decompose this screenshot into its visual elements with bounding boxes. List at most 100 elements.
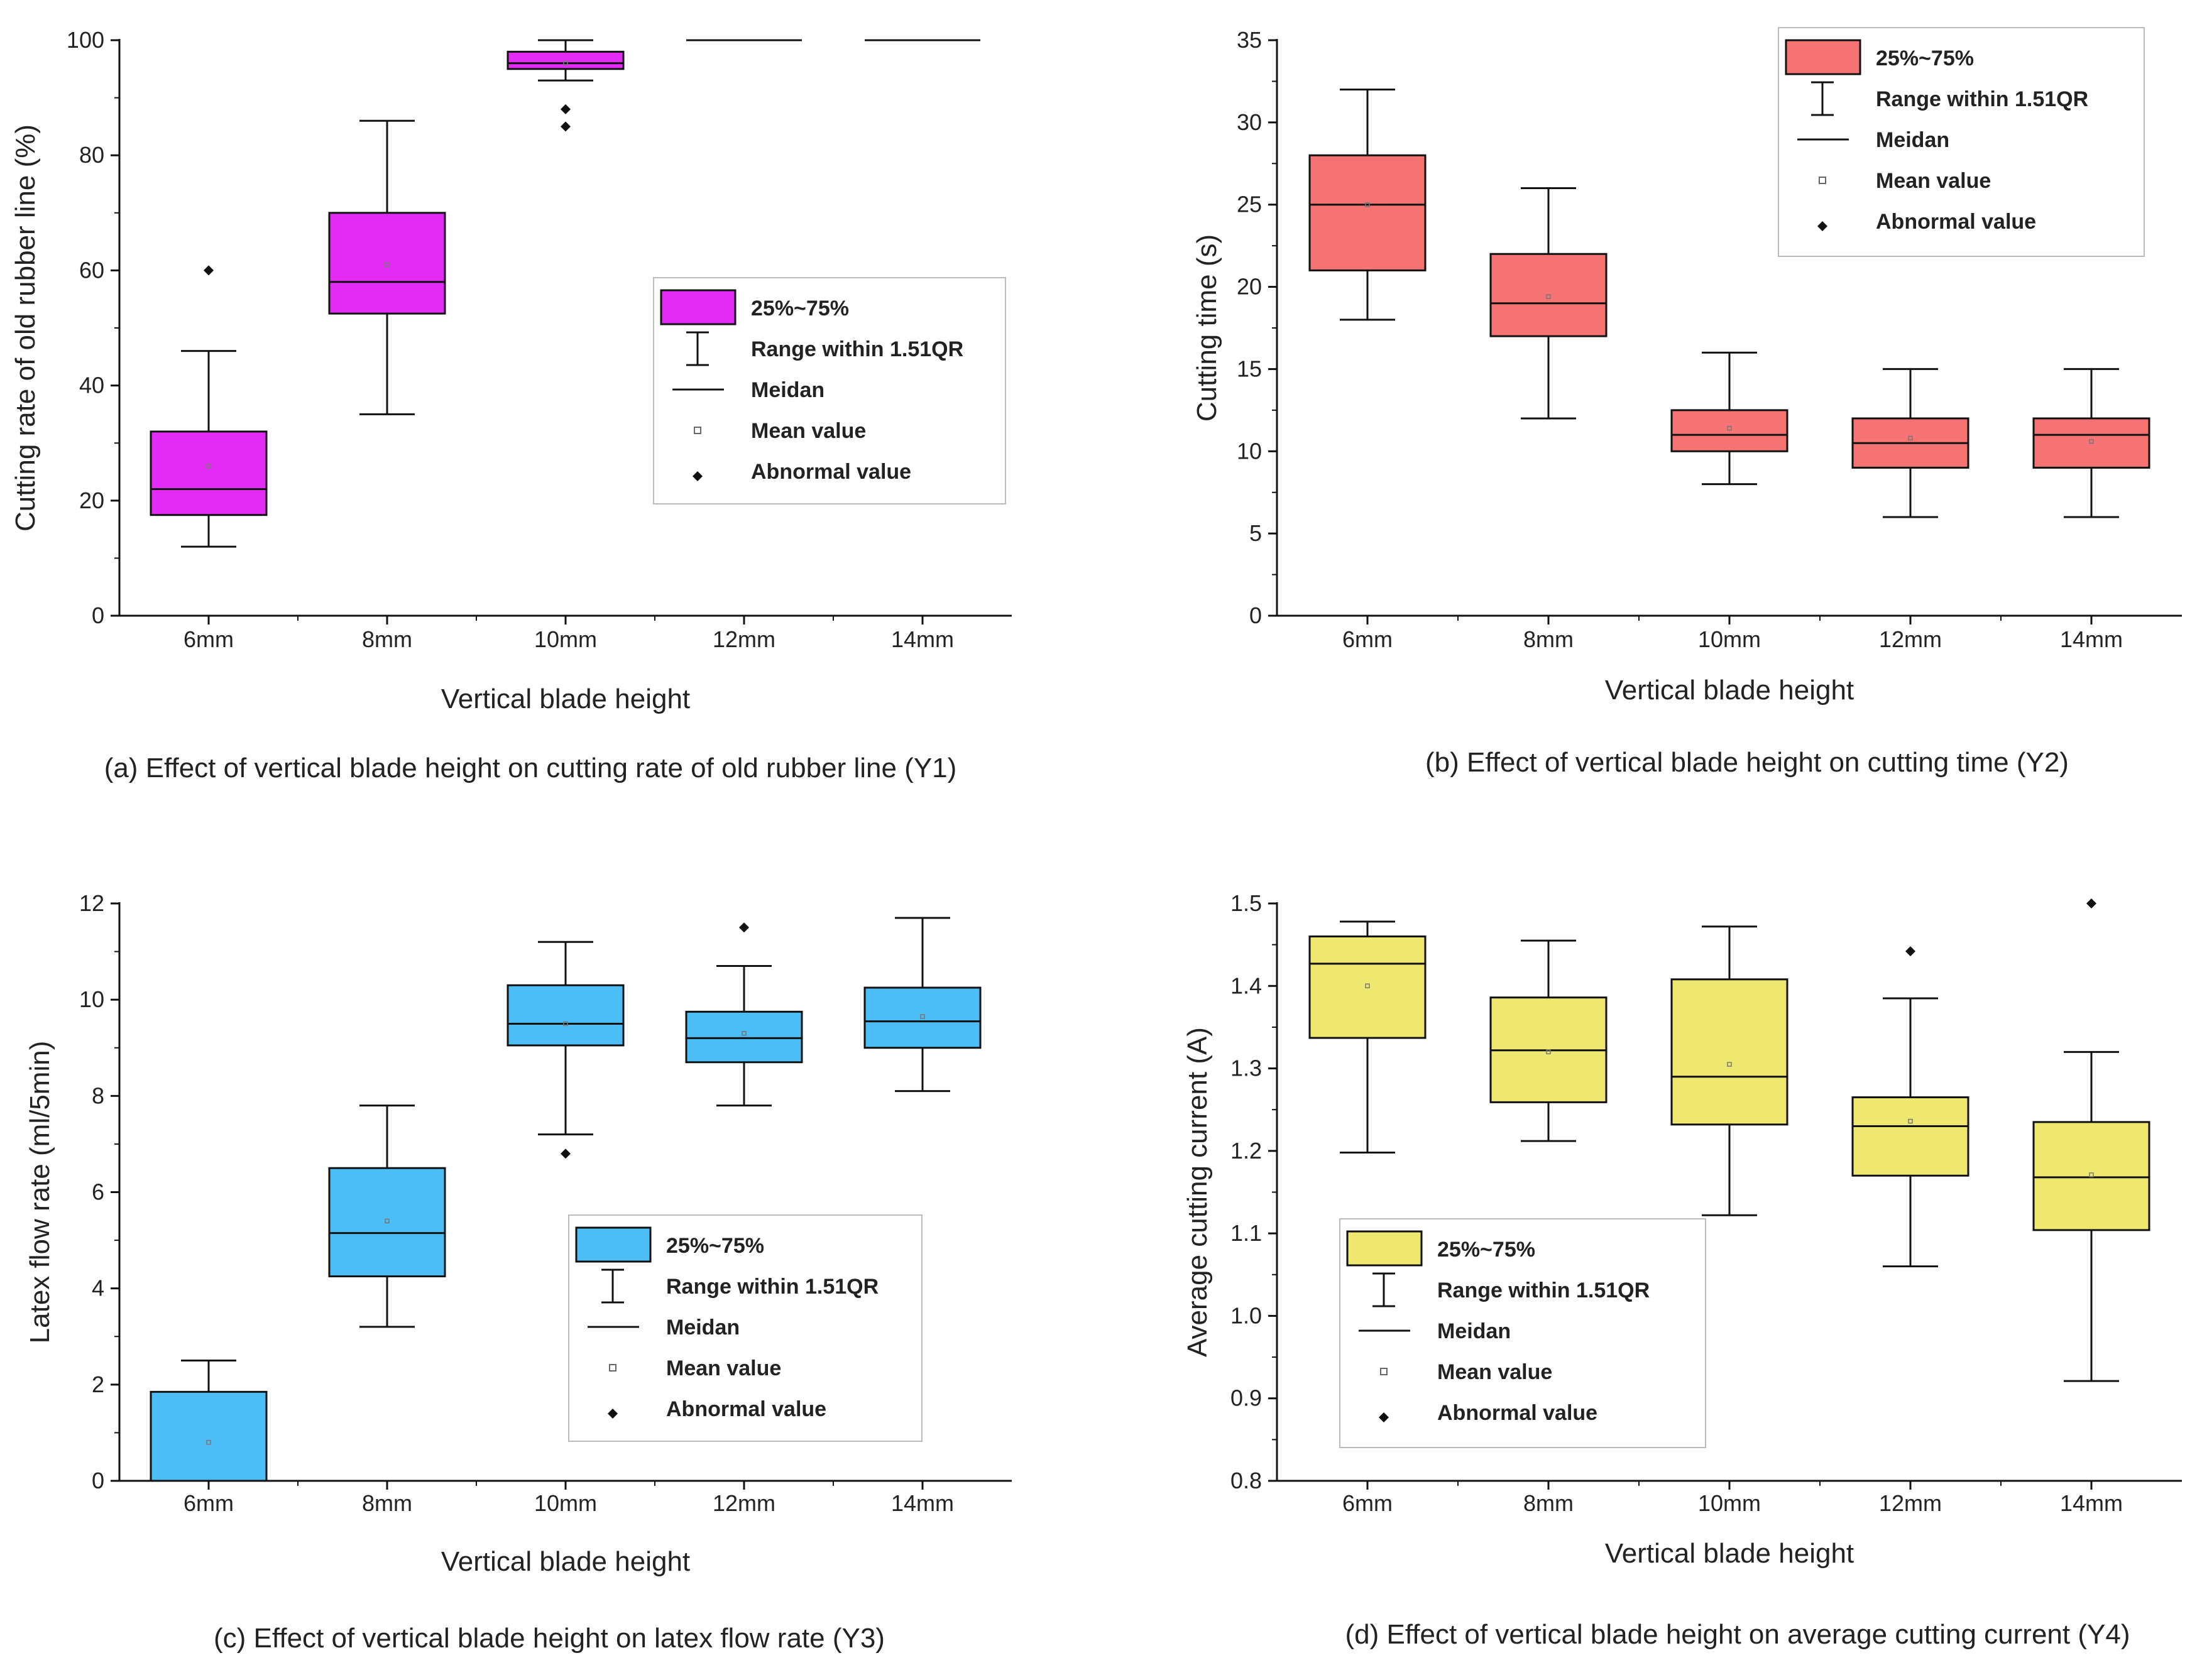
x-tick-label: 6mm	[1342, 626, 1393, 652]
mean-marker	[742, 1031, 747, 1036]
mean-marker	[1365, 983, 1370, 989]
legend-outlier-symbol	[1379, 1412, 1389, 1422]
iqr-box	[1851, 1096, 1969, 1177]
y-tick-label: 60	[79, 257, 104, 283]
y-axis-title: Cutting time (s)	[1191, 234, 1222, 422]
mean-marker	[206, 464, 211, 469]
x-tick-label: 12mm	[713, 626, 775, 652]
x-axis-title: Vertical blade height	[441, 1546, 690, 1577]
legend-box-swatch	[575, 1226, 652, 1263]
y-tick-label: 2	[92, 1372, 104, 1397]
mean-marker	[206, 1439, 211, 1445]
legend-mean-label: Mean value	[1876, 169, 1991, 193]
outlier-point	[561, 121, 571, 132]
x-tick-label: 12mm	[713, 1490, 775, 1516]
x-tick-label: 12mm	[1879, 626, 1942, 652]
legend-mean-symbol	[1819, 177, 1826, 184]
x-tick-label: 10mm	[1698, 626, 1761, 652]
legend-box-label: 25%~75%	[751, 297, 849, 320]
mean-marker	[1727, 1062, 1732, 1067]
box-12mm	[1851, 946, 1969, 1268]
box-10mm	[507, 941, 625, 1159]
panel-caption: (d) Effect of vertical blade height on a…	[1345, 1619, 2130, 1650]
y-tick-label: 4	[92, 1275, 104, 1301]
iqr-box	[150, 1390, 268, 1482]
y-tick-label: 35	[1237, 27, 1262, 53]
outlier-point	[204, 265, 214, 276]
x-tick-label: 6mm	[184, 1490, 234, 1516]
legend: 25%~75% Range within 1.51QR Meidan Mean val…	[653, 277, 1006, 505]
iqr-box	[2032, 1121, 2150, 1231]
y-tick-label: 1.2	[1230, 1138, 1262, 1164]
panel-caption: (a) Effect of vertical blade height on c…	[104, 753, 957, 783]
legend-box-label: 25%~75%	[1876, 46, 1974, 70]
legend-outlier-symbol	[1817, 221, 1827, 231]
legend-box-swatch	[1346, 1230, 1423, 1267]
mean-marker	[563, 1021, 568, 1027]
iqr-box	[507, 50, 625, 70]
y-tick-label: 8	[92, 1083, 104, 1108]
x-tick-label: 8mm	[362, 1490, 412, 1516]
y-tick-label: 1.1	[1230, 1220, 1262, 1246]
box-8mm	[1489, 187, 1608, 420]
x-tick-label: 8mm	[1523, 626, 1574, 652]
x-tick-label: 14mm	[2060, 626, 2123, 652]
legend-outlier-label: Abnormal value	[751, 460, 911, 484]
box-6mm	[150, 1360, 268, 1482]
x-axis-title: Vertical blade height	[1605, 1538, 1854, 1569]
y-tick-label: 10	[79, 986, 104, 1012]
y-tick-label: 12	[79, 890, 104, 916]
legend-box-label: 25%~75%	[1437, 1238, 1535, 1262]
legend-box-swatch	[1785, 39, 1861, 75]
mean-marker	[1546, 1049, 1551, 1055]
box-8mm	[328, 1105, 446, 1328]
legend-median-label: Meidan	[1876, 128, 1949, 152]
mean-marker	[1908, 435, 1913, 441]
x-tick-label: 8mm	[362, 626, 412, 652]
box-6mm	[1308, 89, 1427, 321]
y-axis-title: Average cutting current (A)	[1182, 1027, 1213, 1357]
y-tick-label: 0	[92, 603, 104, 628]
x-tick-label: 14mm	[891, 626, 954, 652]
box-10mm	[507, 39, 625, 132]
x-tick-label: 8mm	[1523, 1490, 1574, 1516]
y-tick-label: 15	[1237, 356, 1262, 381]
legend-mean-symbol	[609, 1364, 616, 1372]
iqr-box	[1308, 154, 1427, 271]
y-tick-label: 1.5	[1230, 890, 1262, 916]
legend-outlier-label: Abnormal value	[666, 1397, 826, 1421]
y-tick-label: 20	[79, 488, 104, 513]
panel-caption: (c) Effect of vertical blade height on l…	[214, 1623, 885, 1654]
y-tick-label: 0.8	[1230, 1468, 1262, 1493]
legend-mean-label: Mean value	[666, 1356, 781, 1380]
legend-range-label: Range within 1.51QR	[1437, 1279, 1650, 1302]
chart-panel-4: 0.8 0.9 1.0 1.1 1.2 1.3 1.4 1.5 6mm 8mm 10mm 12mm 14…	[1182, 890, 2182, 1650]
x-tick-label: 6mm	[184, 626, 234, 652]
mean-marker	[1546, 294, 1551, 300]
legend-box-label: 25%~75%	[666, 1234, 764, 1258]
legend: 25%~75% Range within 1.51QR Meidan Mean val…	[1778, 27, 2145, 257]
legend-median-label: Meidan	[666, 1316, 740, 1339]
mean-marker	[2089, 439, 2094, 444]
iqr-box	[1670, 978, 1788, 1126]
chart-panel-3: 0 2 4 6 8 10 12 6mm 8mm 10mm 12mm 14mm Vertical blad…	[25, 890, 1012, 1654]
iqr-box	[1308, 935, 1427, 1039]
y-tick-label: 0	[92, 1468, 104, 1493]
box-14mm	[2032, 368, 2150, 518]
legend-outlier-label: Abnormal value	[1437, 1401, 1597, 1425]
legend-mean-label: Mean value	[751, 419, 866, 443]
mean-marker	[563, 60, 568, 66]
legend-mean-symbol	[694, 427, 701, 434]
box-12mm	[685, 922, 803, 1107]
x-tick-label: 12mm	[1879, 1490, 1942, 1516]
legend-range-label: Range within 1.51QR	[666, 1275, 879, 1299]
y-tick-label: 30	[1237, 109, 1262, 135]
legend-outlier-symbol	[608, 1409, 618, 1419]
box-6mm	[150, 265, 268, 548]
panel-caption: (b) Effect of vertical blade height on c…	[1425, 747, 2069, 778]
y-axis-title: Latex flow rate (ml/5min)	[25, 1041, 55, 1344]
y-tick-label: 1.3	[1230, 1055, 1262, 1081]
x-tick-label: 6mm	[1342, 1490, 1393, 1516]
legend-outlier-label: Abnormal value	[1876, 210, 2036, 234]
legend: 25%~75% Range within 1.51QR Meidan Mean val…	[1339, 1218, 1706, 1448]
